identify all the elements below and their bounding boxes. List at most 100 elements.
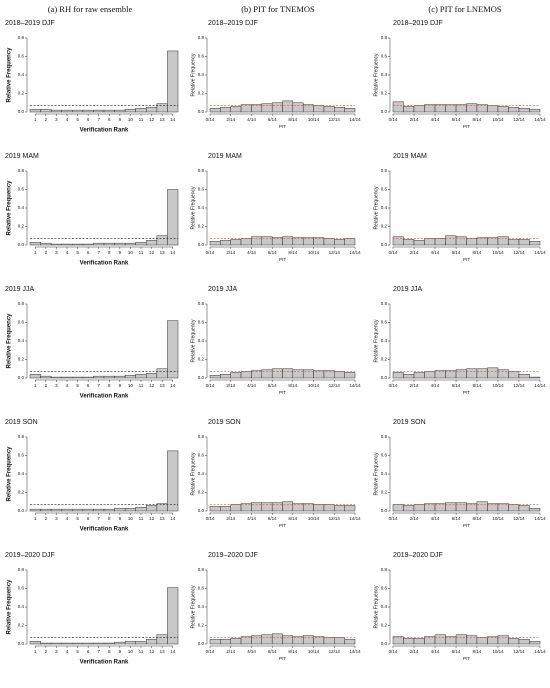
bar <box>466 635 478 645</box>
bar <box>93 242 105 246</box>
x-tick-label: 6/14 <box>268 516 277 521</box>
y-tick-label: 0.6 <box>18 320 25 325</box>
bar <box>487 105 499 113</box>
x-axis-label: PIT <box>463 656 470 661</box>
y-tick-label: 0.2 <box>381 357 388 362</box>
bar <box>146 373 158 379</box>
bar <box>334 505 345 512</box>
chart-title: 2018–2019 DJF <box>5 20 55 27</box>
bar <box>403 638 415 645</box>
y-tick-label: 0.4 <box>198 338 205 343</box>
bar <box>413 372 425 379</box>
y-tick-label: 0.4 <box>381 471 388 476</box>
y-tick-label: 0.8 <box>381 301 388 306</box>
bar <box>403 505 415 512</box>
x-tick-label: 8 <box>108 383 111 388</box>
x-tick-label: 11 <box>139 516 144 521</box>
x-tick-label: 8 <box>108 516 111 521</box>
x-tick-label: 0/14 <box>389 250 398 255</box>
x-tick-label: 12/14 <box>329 250 341 255</box>
x-tick-label: 2 <box>45 383 48 388</box>
chart-title: 2019–2020 DJF <box>208 552 258 559</box>
bar <box>114 242 126 246</box>
y-tick-label: 0.8 <box>198 434 205 439</box>
bar <box>230 638 242 645</box>
bar <box>156 368 168 379</box>
bar <box>508 504 520 512</box>
bar <box>114 375 126 379</box>
y-tick-label: 0.0 <box>18 375 25 380</box>
bar <box>424 371 436 379</box>
bar <box>392 504 404 512</box>
bar <box>72 243 84 246</box>
y-tick-label: 0.6 <box>18 187 25 192</box>
x-tick-label: 4/14 <box>431 516 440 521</box>
y-tick-label: 0.4 <box>198 205 205 210</box>
x-tick-label: 14 <box>170 250 176 255</box>
y-tick-label: 0.2 <box>198 224 205 229</box>
x-tick-label: 4 <box>66 383 69 388</box>
bar <box>445 235 457 246</box>
y-tick-label: 0.4 <box>198 604 205 609</box>
bar <box>124 242 136 246</box>
bar <box>403 374 415 379</box>
bar <box>497 106 509 113</box>
bar <box>29 640 41 645</box>
x-tick-label: 10/14 <box>308 383 320 388</box>
x-tick-label: 10/14 <box>492 117 504 122</box>
y-tick-label: 0.4 <box>381 205 388 210</box>
bar <box>282 368 294 379</box>
bar <box>103 109 115 113</box>
x-tick-label: 4 <box>66 649 69 654</box>
bar <box>135 640 147 645</box>
bar <box>220 639 231 645</box>
bar <box>334 371 345 379</box>
x-tick-label: 4/14 <box>431 250 440 255</box>
y-tick-label: 0.0 <box>18 508 25 513</box>
bar <box>50 243 62 246</box>
x-tick-label: 7 <box>97 649 100 654</box>
x-tick-label: 8 <box>108 250 111 255</box>
bar <box>518 108 530 113</box>
x-tick-label: 10/14 <box>308 649 320 654</box>
bar <box>455 236 467 246</box>
bar <box>271 368 283 379</box>
bar <box>146 240 158 246</box>
bar <box>124 374 136 379</box>
bar <box>282 501 294 512</box>
column-title: (b) PIT for TNEMOS <box>241 4 315 14</box>
x-tick-label: 9 <box>119 383 122 388</box>
x-tick-label: 12 <box>149 117 155 122</box>
bar <box>29 108 41 113</box>
x-tick-label: 2 <box>45 250 48 255</box>
bar <box>529 241 541 246</box>
x-tick-label: 14/14 <box>534 250 546 255</box>
y-tick-label: 0.4 <box>18 205 25 210</box>
bar <box>497 236 509 246</box>
x-axis-label: PIT <box>279 390 286 395</box>
x-tick-label: 10/14 <box>492 516 504 521</box>
x-tick-label: 1 <box>34 250 37 255</box>
x-tick-label: 6/14 <box>452 250 461 255</box>
chart-title: 2019 SON <box>5 419 38 426</box>
bar <box>146 639 158 645</box>
x-axis-label: Verification Rank <box>80 128 129 134</box>
x-tick-label: 4 <box>66 250 69 255</box>
bar <box>135 507 147 512</box>
bar <box>424 238 436 246</box>
y-tick-label: 0.2 <box>18 224 25 229</box>
x-tick-label: 0/14 <box>389 516 398 521</box>
y-tick-label: 0.2 <box>18 623 25 628</box>
bar <box>271 502 283 512</box>
chart-title: 2018–2019 DJF <box>393 20 443 27</box>
y-tick-label: 0.6 <box>198 54 205 59</box>
y-tick-label: 0.8 <box>381 35 388 40</box>
y-tick-label: 0.0 <box>198 109 205 114</box>
x-tick-label: 8/14 <box>288 649 297 654</box>
bar <box>251 502 263 512</box>
bar <box>61 508 73 512</box>
bar <box>466 103 478 113</box>
chart-title: 2019 MAM <box>5 153 39 160</box>
bar <box>529 507 541 512</box>
